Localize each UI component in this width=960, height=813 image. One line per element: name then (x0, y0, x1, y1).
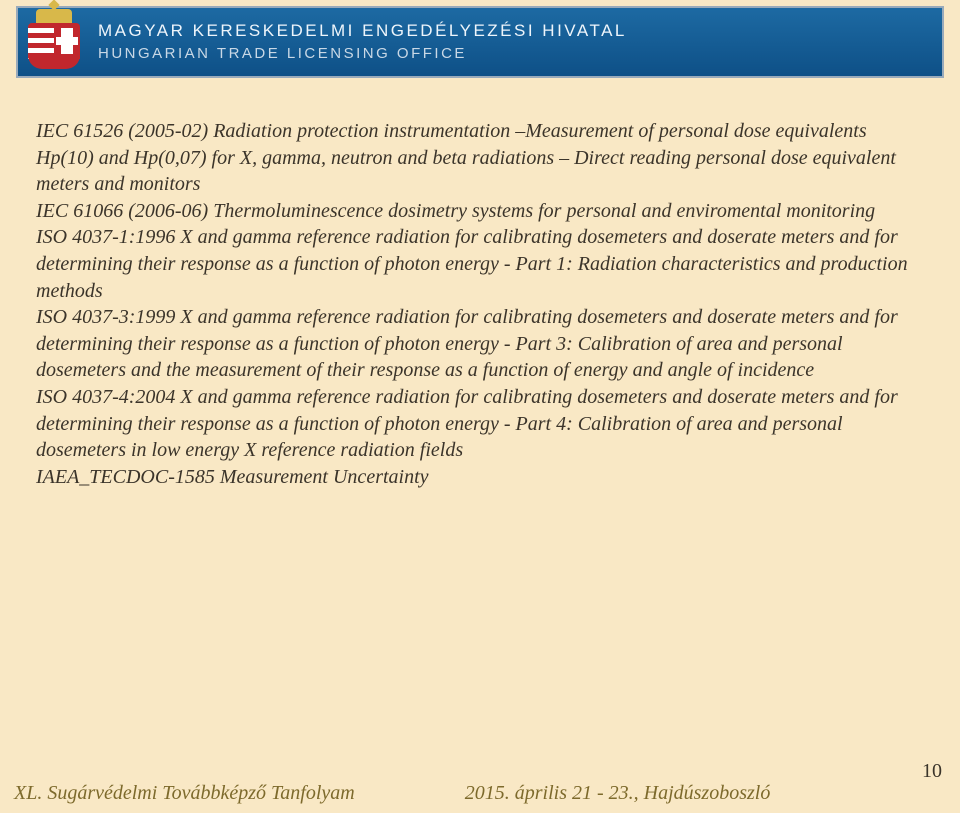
page-number: 10 (922, 760, 942, 783)
coat-of-arms-icon (28, 13, 80, 71)
footer-left: XL. Sugárvédelmi Továbbképző Tanfolyam (14, 782, 355, 805)
standards-paragraph: IEC 61526 (2005-02) Radiation protection… (36, 118, 924, 490)
slide-body-text: IEC 61526 (2005-02) Radiation protection… (36, 118, 924, 490)
header-title-main: MAGYAR KERESKEDELMI ENGEDÉLYEZÉSI HIVATA… (98, 20, 627, 41)
footer-center: 2015. április 21 - 23., Hajdúszoboszló (355, 782, 946, 805)
footer: XL. Sugárvédelmi Továbbképző Tanfolyam 2… (0, 782, 960, 805)
header-bar: MAGYAR KERESKEDELMI ENGEDÉLYEZÉSI HIVATA… (16, 6, 944, 78)
header-title-sub: HUNGARIAN TRADE LICENSING OFFICE (98, 45, 627, 64)
header-titles: MAGYAR KERESKEDELMI ENGEDÉLYEZÉSI HIVATA… (98, 20, 627, 64)
